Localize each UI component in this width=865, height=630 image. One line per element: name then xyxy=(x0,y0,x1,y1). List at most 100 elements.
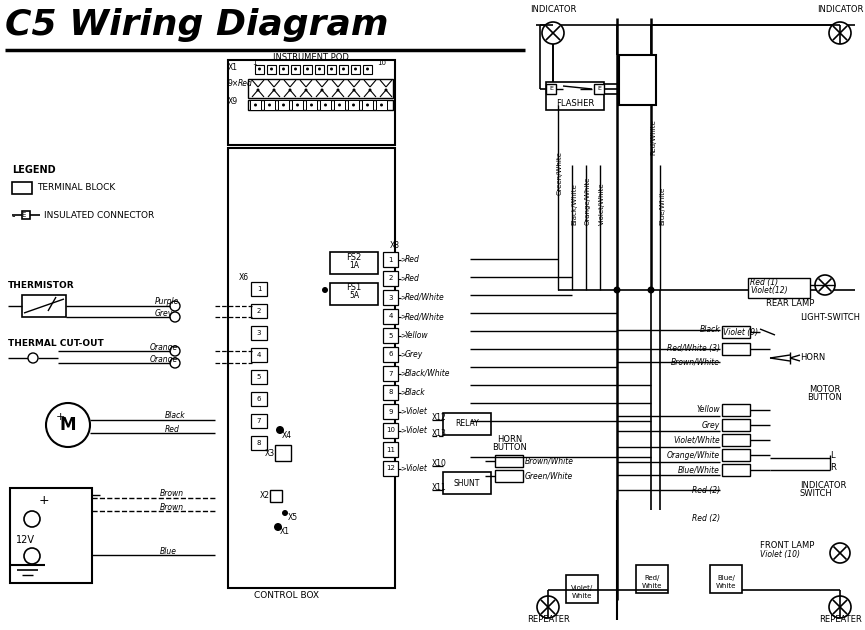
Circle shape xyxy=(28,353,38,363)
Text: 1: 1 xyxy=(257,286,261,292)
Text: 12: 12 xyxy=(386,466,395,471)
Text: C5 Wiring Diagram: C5 Wiring Diagram xyxy=(5,8,388,42)
Bar xyxy=(722,419,750,431)
Text: Grey: Grey xyxy=(702,420,720,430)
Text: INSULATED CONNECTOR: INSULATED CONNECTOR xyxy=(44,210,154,219)
Text: THERMAL CUT-OUT: THERMAL CUT-OUT xyxy=(8,338,104,348)
Bar xyxy=(327,65,336,74)
Text: 5A: 5A xyxy=(349,292,359,301)
Text: Grey: Grey xyxy=(155,309,173,318)
Text: White: White xyxy=(642,583,663,589)
Text: X11: X11 xyxy=(432,483,446,491)
Circle shape xyxy=(830,543,850,563)
Text: 9×: 9× xyxy=(228,79,240,88)
Circle shape xyxy=(24,511,40,527)
Bar xyxy=(722,404,750,416)
Bar xyxy=(248,100,393,110)
Circle shape xyxy=(170,301,180,311)
Bar xyxy=(383,461,398,476)
Text: >: > xyxy=(400,333,406,338)
Text: HORN: HORN xyxy=(800,353,825,362)
Bar xyxy=(251,304,267,318)
Circle shape xyxy=(353,88,356,91)
Circle shape xyxy=(304,88,307,91)
Text: 1: 1 xyxy=(252,60,257,66)
Text: 8: 8 xyxy=(388,389,393,396)
Text: -: - xyxy=(12,211,16,221)
Text: X12: X12 xyxy=(432,413,446,421)
Bar xyxy=(279,65,288,74)
Text: 2: 2 xyxy=(257,308,261,314)
Bar xyxy=(383,442,398,457)
Circle shape xyxy=(342,67,345,71)
Text: Red/White: Red/White xyxy=(405,312,445,321)
Bar xyxy=(495,455,523,467)
Circle shape xyxy=(385,88,388,91)
Bar xyxy=(566,575,598,603)
Text: X6: X6 xyxy=(239,273,249,282)
Text: Black/White: Black/White xyxy=(405,369,451,378)
Text: BUTTON: BUTTON xyxy=(492,444,528,452)
Text: INDICATOR: INDICATOR xyxy=(529,6,576,14)
Text: 12V: 12V xyxy=(16,535,35,545)
Bar xyxy=(546,84,556,94)
Text: Red: Red xyxy=(405,274,420,283)
Text: INSTRUMENT POD: INSTRUMENT POD xyxy=(273,52,349,62)
Text: X10: X10 xyxy=(432,459,447,467)
Text: Green/White: Green/White xyxy=(557,151,563,195)
Text: Red/White: Red/White xyxy=(405,293,445,302)
Bar xyxy=(383,309,398,324)
Text: Orange: Orange xyxy=(150,343,178,352)
Bar xyxy=(251,392,267,406)
Text: FS2: FS2 xyxy=(346,253,362,261)
Text: Black: Black xyxy=(405,388,426,397)
Text: Violet: Violet xyxy=(405,407,426,416)
Text: LEGEND: LEGEND xyxy=(12,165,55,175)
Circle shape xyxy=(274,523,282,531)
Text: Red: Red xyxy=(238,79,253,88)
Text: BUTTON: BUTTON xyxy=(808,394,843,403)
Bar xyxy=(255,65,264,74)
Text: Yellow: Yellow xyxy=(405,331,429,340)
Bar xyxy=(330,283,378,305)
Bar xyxy=(251,326,267,340)
Circle shape xyxy=(321,88,324,91)
Bar xyxy=(376,100,387,110)
Text: 11: 11 xyxy=(386,447,395,452)
Text: FLASHER: FLASHER xyxy=(556,98,594,108)
Text: 3: 3 xyxy=(388,294,393,301)
Text: X5: X5 xyxy=(288,513,298,522)
Text: M: M xyxy=(60,416,76,434)
Text: Violet (9): Violet (9) xyxy=(723,328,758,336)
Circle shape xyxy=(170,358,180,368)
Text: Brown: Brown xyxy=(160,490,184,498)
Bar xyxy=(334,100,345,110)
Circle shape xyxy=(272,88,275,91)
Bar xyxy=(710,565,742,593)
Text: +: + xyxy=(56,412,66,422)
Text: Orange: Orange xyxy=(150,355,178,364)
Circle shape xyxy=(296,103,299,106)
Bar xyxy=(495,470,523,482)
Circle shape xyxy=(258,67,261,71)
Bar xyxy=(270,490,282,502)
Bar xyxy=(383,328,398,343)
Bar xyxy=(722,449,750,461)
Circle shape xyxy=(254,103,257,106)
Text: >: > xyxy=(400,389,406,396)
Bar xyxy=(22,211,30,219)
Circle shape xyxy=(24,548,40,564)
Text: CONTROL BOX: CONTROL BOX xyxy=(254,590,319,600)
Circle shape xyxy=(338,103,341,106)
Bar xyxy=(339,65,348,74)
Text: 3: 3 xyxy=(257,330,261,336)
Bar xyxy=(251,436,267,450)
Bar xyxy=(306,100,317,110)
Circle shape xyxy=(336,88,339,91)
Text: Black: Black xyxy=(700,326,720,335)
Bar xyxy=(619,55,656,105)
Text: 8: 8 xyxy=(257,440,261,446)
Text: X1: X1 xyxy=(228,62,238,71)
Text: 2: 2 xyxy=(388,275,393,282)
Bar xyxy=(383,423,398,438)
